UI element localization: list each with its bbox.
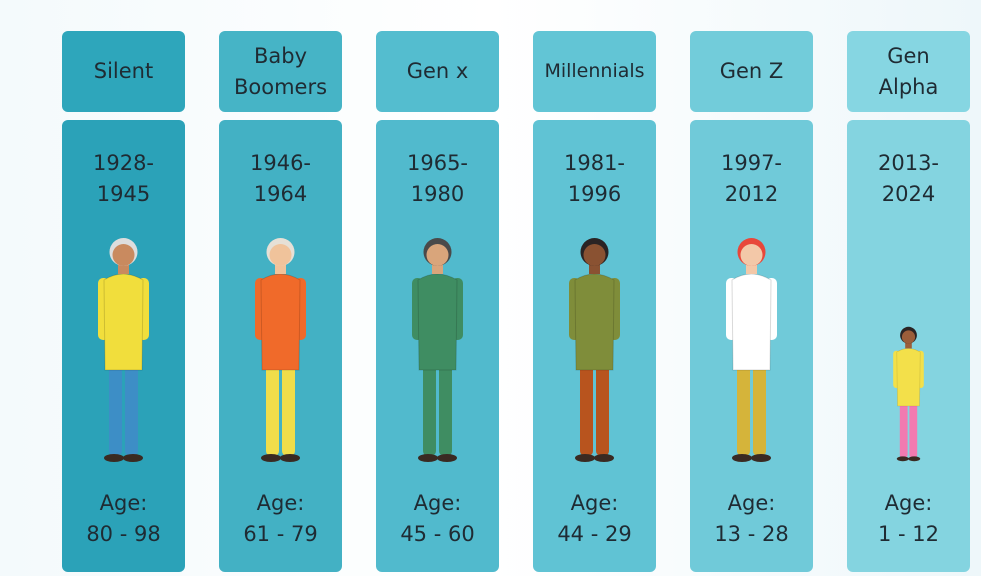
person-illustration	[412, 238, 463, 462]
age-range: Age: 1 - 12	[847, 488, 970, 550]
age-value: 44 - 29	[557, 522, 632, 546]
generation-name: Gen x	[406, 59, 469, 83]
age-value: 80 - 98	[86, 522, 161, 546]
generation-name: Baby Boomers	[233, 43, 328, 99]
year-range: 1946- 1964	[219, 148, 342, 210]
person-illustration	[255, 238, 306, 462]
generation-header: Baby Boomers	[219, 31, 342, 112]
year-range: 1928- 1945	[62, 148, 185, 210]
age-value: 45 - 60	[400, 522, 475, 546]
generation-header: Gen Z	[690, 31, 813, 112]
year: 1981-	[563, 151, 626, 175]
year: 2024	[881, 182, 936, 206]
age-range: Age: 80 - 98	[62, 488, 185, 550]
age-range: Age: 45 - 60	[376, 488, 499, 550]
generation-card: 2013- 2024 Age: 1 - 12	[847, 120, 970, 572]
year: 2013-	[877, 151, 940, 175]
age-range: Age: 44 - 29	[533, 488, 656, 550]
generation-card: 1965- 1980 Age: 45 - 60	[376, 120, 499, 572]
generation-header: Silent	[62, 31, 185, 112]
age-range: Age: 61 - 79	[219, 488, 342, 550]
year: 1928-	[92, 151, 155, 175]
generation-card: 1928- 1945 Age: 80 - 98	[62, 120, 185, 572]
year: 1945	[96, 182, 151, 206]
person-illustration	[893, 326, 924, 462]
generation-card: 1981- 1996 Age: 44 - 29	[533, 120, 656, 572]
year: 2012	[724, 182, 779, 206]
year-range: 1997- 2012	[690, 148, 813, 210]
age-value: 61 - 79	[243, 522, 318, 546]
generation-header: Gen Alpha	[847, 31, 970, 112]
age-value: 13 - 28	[714, 522, 789, 546]
age-label: Age:	[884, 491, 933, 515]
year: 1980	[410, 182, 465, 206]
person-illustration	[726, 238, 777, 462]
person-illustration	[569, 238, 620, 462]
year: 1965-	[406, 151, 469, 175]
year-range: 2013- 2024	[847, 148, 970, 210]
year-range: 1965- 1980	[376, 148, 499, 210]
generation-card: 1997- 2012 Age: 13 - 28	[690, 120, 813, 572]
age-range: Age: 13 - 28	[690, 488, 813, 550]
generation-name: Silent	[93, 59, 154, 83]
year: 1946-	[249, 151, 312, 175]
person-illustration	[98, 238, 149, 462]
generation-card: 1946- 1964 Age: 61 - 79	[219, 120, 342, 572]
age-value: 1 - 12	[877, 522, 939, 546]
year: 1997-	[720, 151, 783, 175]
year-range: 1981- 1996	[533, 148, 656, 210]
age-label: Age:	[413, 491, 462, 515]
generation-name: Gen Z	[719, 59, 784, 83]
year: 1996	[567, 182, 622, 206]
year: 1964	[253, 182, 308, 206]
generation-header: Millennials	[533, 31, 656, 112]
age-label: Age:	[727, 491, 776, 515]
age-label: Age:	[570, 491, 619, 515]
generation-name: Millennials	[544, 60, 645, 82]
age-label: Age:	[256, 491, 305, 515]
generation-name: Gen Alpha	[878, 43, 939, 99]
age-label: Age:	[99, 491, 148, 515]
generation-header: Gen x	[376, 31, 499, 112]
